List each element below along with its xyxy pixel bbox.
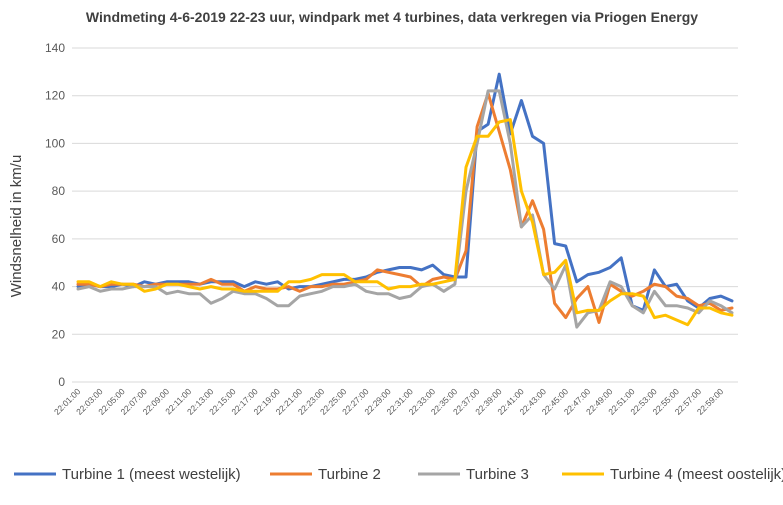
legend-label-turbine-2: Turbine 2 <box>318 466 381 483</box>
y-tick-label: 140 <box>45 41 65 55</box>
legend-label-turbine-4: Turbine 4 (meest oostelijk) <box>610 466 783 483</box>
gridlines <box>72 47 738 383</box>
series-line-turbine-3 <box>76 89 734 329</box>
series-line-turbine-1 <box>76 72 734 312</box>
x-tick-labels: 22:01:0022:03:0022:05:0022:07:0022:09:00… <box>52 386 726 417</box>
y-tick-label: 120 <box>45 89 65 103</box>
y-tick-label: 60 <box>52 232 66 246</box>
y-tick-label: 20 <box>52 327 66 341</box>
series-lines <box>76 72 734 329</box>
y-tick-label: 80 <box>52 184 66 198</box>
chart-title: Windmeting 4-6-2019 22-23 uur, windpark … <box>86 9 698 25</box>
y-axis-label: Windsnelheid in km/u <box>8 155 25 298</box>
y-tick-label: 100 <box>45 136 65 150</box>
legend-label-turbine-1: Turbine 1 (meest westelijk) <box>62 466 241 483</box>
legend-label-turbine-3: Turbine 3 <box>466 466 529 483</box>
y-tick-label: 40 <box>52 280 66 294</box>
y-tick-label: 0 <box>58 375 65 389</box>
legend: Turbine 1 (meest westelijk) Turbine 2 Turb… <box>14 466 783 483</box>
y-tick-labels: 0 20 40 60 80 100 120 140 <box>45 41 65 389</box>
series-line-turbine-4 <box>76 118 734 327</box>
